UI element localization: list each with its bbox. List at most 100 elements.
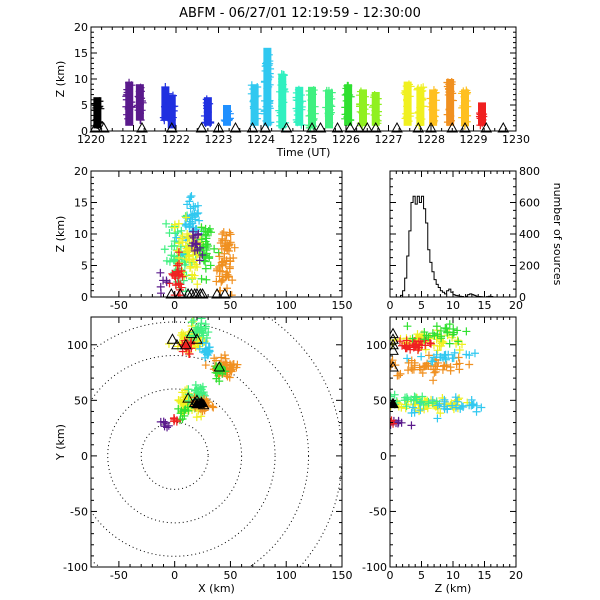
source-marker — [183, 229, 192, 238]
y-tick-label: 100 — [366, 339, 387, 352]
source-marker — [417, 84, 426, 93]
station-marker — [412, 121, 425, 133]
source-marker — [277, 70, 286, 79]
station-marker — [89, 121, 102, 133]
source-marker — [226, 230, 235, 239]
source-marker — [467, 395, 476, 404]
source-marker — [448, 330, 457, 339]
source-marker — [227, 291, 236, 297]
source-marker — [201, 324, 210, 333]
y-tick-label: 15 — [74, 47, 88, 60]
source-marker — [462, 96, 471, 105]
station-marker — [314, 121, 327, 133]
source-marker — [197, 223, 206, 232]
source-marker — [470, 349, 479, 358]
station-marker — [171, 338, 183, 350]
xz-panel: -50 0 50 100 150 0 5 10 15 20 Z (km) — [54, 165, 353, 312]
source-marker — [435, 342, 444, 351]
source-marker — [137, 106, 146, 115]
y-tick-label: -100 — [63, 561, 88, 574]
source-marker — [428, 329, 437, 338]
source-marker — [293, 117, 302, 126]
source-marker — [170, 241, 179, 250]
source-marker — [448, 96, 457, 105]
source-marker — [413, 346, 422, 355]
time-column — [359, 89, 367, 126]
source-marker — [264, 82, 273, 91]
x-tick-label: 15 — [478, 569, 492, 582]
source-marker — [253, 82, 262, 91]
y-tick-label: 0 — [519, 291, 526, 304]
source-marker — [250, 96, 259, 105]
source-marker — [198, 251, 207, 260]
source-marker — [136, 87, 145, 96]
y-tick-label: -50 — [369, 505, 387, 518]
y-tick-label: -50 — [70, 505, 88, 518]
source-marker — [136, 116, 145, 125]
source-marker — [306, 90, 315, 99]
source-marker — [415, 332, 424, 341]
source-marker — [443, 328, 452, 337]
source-marker — [341, 103, 350, 112]
source-marker — [225, 373, 234, 382]
station-marker — [191, 333, 203, 344]
source-marker — [193, 209, 202, 218]
source-marker — [218, 230, 227, 239]
y-tick-label: 100 — [67, 339, 88, 352]
source-marker — [123, 90, 132, 99]
source-marker — [278, 95, 287, 104]
source-marker — [452, 360, 461, 369]
source-marker — [465, 401, 474, 410]
source-marker — [418, 392, 427, 401]
y-tick-label: 20 — [74, 21, 88, 34]
source-marker — [266, 118, 275, 127]
x-tick-label: 0 — [171, 299, 178, 312]
source-marker — [134, 101, 143, 110]
source-marker — [401, 404, 410, 413]
source-marker — [209, 403, 218, 412]
source-marker — [324, 109, 333, 118]
source-marker — [92, 115, 101, 124]
source-marker — [462, 327, 471, 336]
source-marker — [429, 376, 438, 385]
source-marker — [477, 107, 486, 116]
source-marker — [185, 349, 194, 358]
source-marker — [310, 102, 319, 111]
source-marker — [412, 395, 421, 404]
station-marker — [165, 121, 178, 133]
station-marker — [196, 287, 209, 299]
source-marker — [398, 341, 407, 350]
station-marker — [497, 121, 510, 133]
source-marker — [194, 229, 203, 238]
source-marker — [327, 88, 336, 97]
source-marker — [211, 368, 220, 377]
y-tick-label: 800 — [519, 165, 540, 178]
source-marker — [217, 277, 226, 286]
source-marker — [417, 94, 426, 103]
source-marker — [416, 103, 425, 112]
source-marker — [401, 90, 410, 99]
source-marker — [176, 409, 185, 418]
source-marker — [402, 336, 411, 345]
source-marker — [262, 116, 271, 125]
station-marker — [331, 121, 344, 133]
y-axis-label: Y (km) — [54, 424, 67, 461]
source-marker — [462, 350, 471, 359]
source-marker — [305, 86, 314, 95]
source-marker — [458, 103, 467, 112]
plan-frame — [90, 316, 343, 568]
source-marker — [135, 92, 144, 101]
source-marker — [265, 59, 274, 68]
source-marker — [424, 397, 433, 406]
source-marker — [478, 115, 487, 124]
source-marker — [195, 216, 204, 225]
source-marker — [437, 334, 446, 343]
station-marker — [174, 287, 187, 299]
source-marker — [292, 96, 301, 105]
source-marker — [356, 91, 365, 100]
source-marker — [368, 103, 377, 112]
x-tick-label: 10 — [446, 569, 460, 582]
source-marker — [343, 90, 352, 99]
source-marker — [307, 96, 316, 105]
